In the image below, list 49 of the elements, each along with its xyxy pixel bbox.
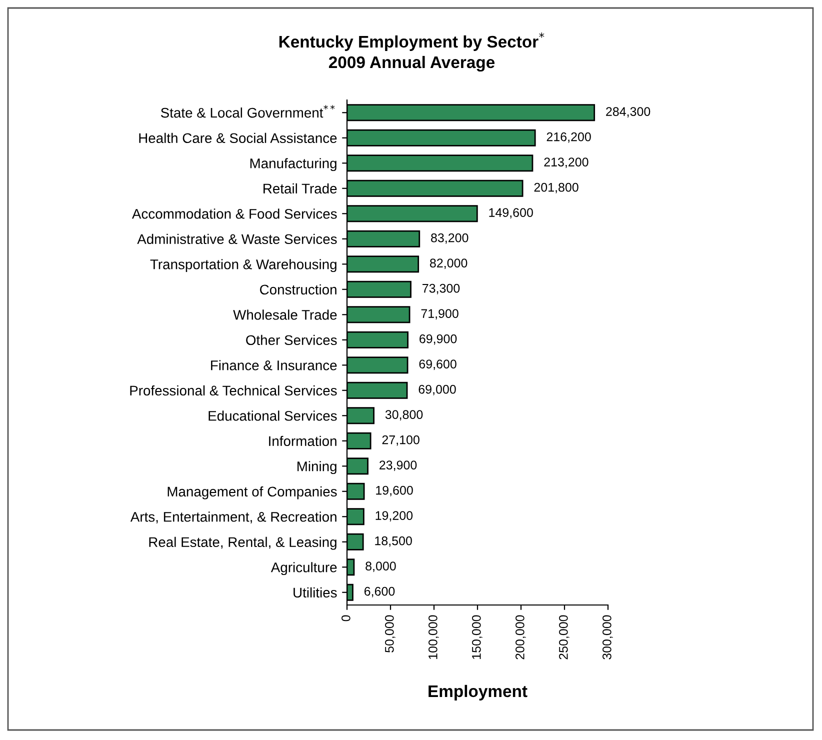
y-tick-label: Management of Companies bbox=[168, 486, 337, 500]
y-tick-label: Educational Services bbox=[208, 410, 337, 421]
y-tick-label: Mining bbox=[298, 461, 336, 474]
data-label: 69,600 bbox=[419, 360, 456, 370]
x-tick-label: 50,000 bbox=[385, 615, 396, 652]
y-tick-label: Health Care & Social Assistance bbox=[139, 132, 337, 144]
chart-title: Kentucky Employment by Sector$^{*}$ 2009 Annual Average bbox=[279, 32, 544, 72]
data-label: 27,100 bbox=[382, 435, 420, 446]
y-tick-label: Agriculture bbox=[270, 562, 337, 576]
data-label: 201,800 bbox=[534, 182, 578, 194]
data-label: 82,000 bbox=[430, 258, 468, 269]
y-tick-label: Information bbox=[269, 436, 336, 446]
data-label: 69,900 bbox=[420, 334, 457, 345]
y-tick-label: Administrative & Waste Services bbox=[137, 234, 337, 244]
x-tick-label: 300,000 bbox=[602, 615, 613, 660]
x-tick-label: 0 bbox=[342, 615, 350, 622]
x-tick-label: 250,000 bbox=[559, 615, 570, 660]
data-label: 213,200 bbox=[544, 158, 588, 168]
data-label: 83,200 bbox=[431, 233, 468, 244]
x-tick-label: 150,000 bbox=[472, 615, 482, 659]
y-tick-label: Wholesale Trade bbox=[233, 310, 337, 320]
data-label: 6,600 bbox=[364, 586, 395, 598]
data-label: 216,200 bbox=[546, 132, 591, 143]
y-tick-label: Real Estate, Rental, & Leasing bbox=[149, 536, 336, 550]
data-label: 30,800 bbox=[385, 410, 423, 420]
x-tick-label: 200,000 bbox=[516, 615, 526, 660]
data-label: 19,200 bbox=[376, 511, 413, 522]
y-tick-label: Retail Trade bbox=[264, 183, 337, 194]
data-label: 73,300 bbox=[422, 284, 460, 294]
y-tick-label: Accommodation & Food Services bbox=[132, 208, 337, 219]
data-label: 18,500 bbox=[375, 536, 412, 547]
data-label: 23,900 bbox=[380, 460, 417, 471]
y-tick-label: Transportation & Warehousing bbox=[150, 259, 336, 272]
y-tick-label: Utilities bbox=[294, 587, 337, 598]
data-label: 284,300 bbox=[606, 107, 650, 118]
y-tick-label: Professional & Technical Services bbox=[130, 385, 337, 396]
data-label: 8,000 bbox=[366, 562, 396, 572]
data-label: 71,900 bbox=[421, 309, 458, 320]
y-tick-label: Manufacturing bbox=[250, 158, 336, 172]
x-axis-title: Employment bbox=[428, 684, 528, 700]
data-label: 149,600 bbox=[489, 208, 533, 218]
data-label: 69,000 bbox=[418, 384, 456, 396]
y-tick-label: State & Local Government$^{**}$ bbox=[160, 105, 335, 118]
y-tick-label: Construction bbox=[260, 284, 336, 295]
x-tick-label: 100,000 bbox=[428, 615, 439, 659]
data-label: 19,600 bbox=[376, 486, 413, 496]
y-tick-label: Arts, Entertainment, & Recreation bbox=[130, 512, 336, 524]
y-tick-label: Other Services bbox=[246, 334, 337, 346]
y-tick-label: Finance & Insurance bbox=[211, 360, 337, 370]
